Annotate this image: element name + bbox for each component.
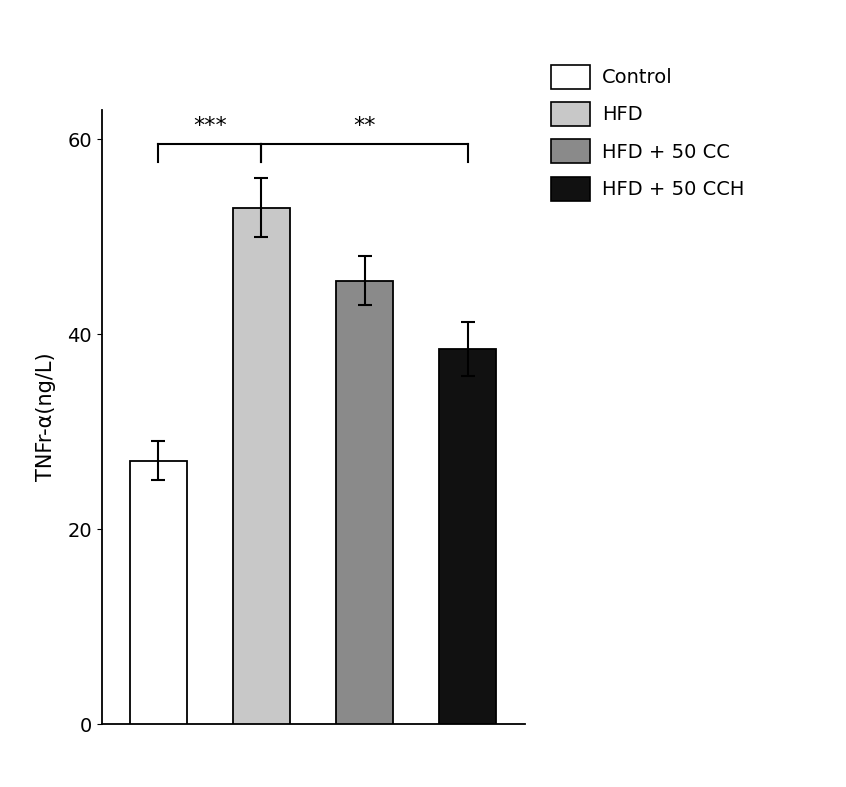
Y-axis label: TNFr-α(ng/L): TNFr-α(ng/L) bbox=[36, 353, 56, 482]
Bar bbox=[130, 461, 187, 724]
Bar bbox=[336, 281, 393, 724]
Legend: Control, HFD, HFD + 50 CC, HFD + 50 CCH: Control, HFD, HFD + 50 CC, HFD + 50 CCH bbox=[551, 65, 744, 201]
Bar bbox=[233, 208, 290, 724]
Bar bbox=[439, 349, 496, 724]
Text: **: ** bbox=[354, 116, 376, 136]
Text: ***: *** bbox=[193, 116, 227, 136]
